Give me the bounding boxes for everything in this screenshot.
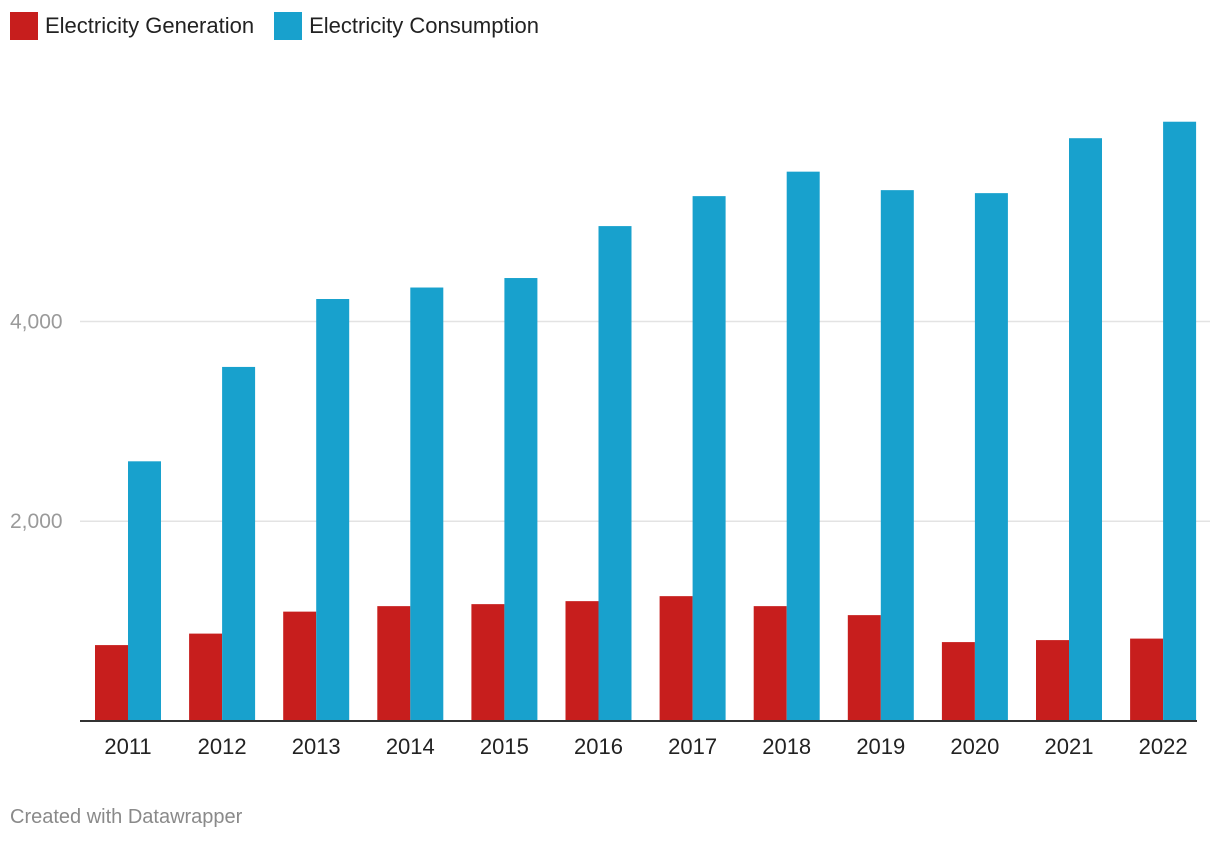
legend-label-generation: Electricity Generation [45,13,255,38]
x-tick-label-2018: 2018 [762,734,811,759]
bar-generation-2014 [377,606,411,721]
x-tick-label-2014: 2014 [386,734,435,759]
legend-swatch-consumption [274,12,303,40]
legend-swatch-generation [10,12,38,40]
bar-consumption-2011 [128,461,161,721]
x-tick-label-2019: 2019 [856,734,905,759]
bar-generation-2012 [189,633,223,721]
bar-consumption-2018 [786,171,820,721]
legend: Electricity Generation Electricity Consu… [10,12,539,40]
bar-consumption-2021 [1069,138,1102,721]
x-tick-label-2021: 2021 [1045,734,1094,759]
legend-item-consumption: Electricity Consumption [274,12,539,40]
x-tick-label-2017: 2017 [668,734,717,759]
bar-generation-2011 [95,645,128,721]
legend-label-consumption: Electricity Consumption [309,13,539,38]
bar-consumption-2015 [504,278,538,721]
bar-generation-2021 [1036,640,1069,721]
bar-generation-2022 [1130,638,1164,721]
bar-consumption-2016 [598,226,632,721]
y-tick-label-4000: 4,000 [10,310,63,333]
x-tick-label-2016: 2016 [574,734,623,759]
x-tick-label-2013: 2013 [292,734,341,759]
bar-generation-2016 [565,601,599,721]
bar-generation-2020 [941,642,975,721]
x-tick-label-2011: 2011 [104,734,151,759]
bar-generation-2019 [847,615,881,721]
bar-generation-2015 [471,604,505,721]
bar-generation-2018 [753,606,787,721]
bar-consumption-2012 [222,366,256,721]
bar-consumption-2022 [1163,121,1197,722]
bar-consumption-2019 [880,190,914,721]
x-tick-label-2022: 2022 [1139,734,1188,759]
legend-item-generation: Electricity Generation [10,12,254,40]
x-tick-label-2015: 2015 [480,734,529,759]
credit-footer: Created with Datawrapper [10,806,243,828]
bar-generation-2017 [659,596,693,721]
y-tick-label-2000: 2,000 [10,510,63,533]
bar-consumption-2020 [974,193,1008,721]
bar-consumption-2013 [316,299,350,721]
bar-chart: 2,000 4,000 2011 2012 2013 2014 2015 2016 2017 20… [10,121,1210,759]
x-tick-label-2012: 2012 [198,734,247,759]
bar-consumption-2014 [410,287,444,721]
bar-consumption-2017 [692,196,726,721]
x-tick-label-2020: 2020 [950,734,999,759]
bar-generation-2013 [283,611,317,721]
